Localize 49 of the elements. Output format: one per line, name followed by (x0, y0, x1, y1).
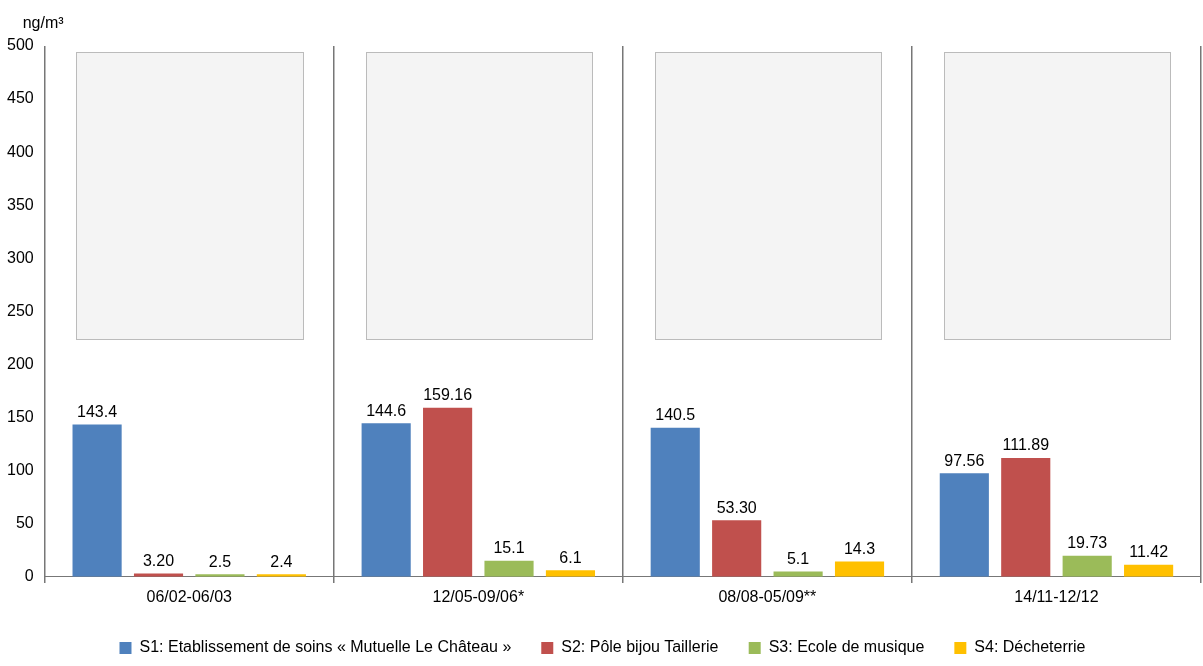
x-tick-label: 06/02-06/03 (146, 587, 233, 605)
data-label: 97.56 (944, 451, 985, 469)
x-tick-label: 14/11-12/12 (1014, 587, 1099, 605)
bar (650, 427, 700, 577)
x-tick-label: 08/08-05/09** (718, 587, 817, 605)
legend-label: S2: Pôle bijou Taillerie (561, 638, 719, 656)
bar (712, 520, 762, 577)
data-label: 19.73 (1067, 534, 1108, 552)
y-tick-label: 50 (15, 514, 34, 532)
bar (423, 407, 473, 577)
data-label: 2.5 (208, 552, 232, 570)
data-label: 6.1 (559, 548, 582, 566)
bar (545, 570, 596, 577)
y-tick-label: 150 (6, 407, 34, 425)
y-tick-label: 300 (6, 248, 34, 266)
y-axis-title: ng/m³ (22, 14, 65, 32)
bar (1001, 458, 1051, 577)
data-label: 144.6 (366, 401, 407, 419)
bar (834, 561, 885, 577)
legend-label: S3: Ecole de musique (768, 638, 925, 656)
bar (361, 423, 411, 577)
data-label: 143.4 (77, 402, 118, 420)
bar (773, 571, 823, 577)
data-label: 140.5 (655, 406, 696, 424)
data-label: 14.3 (843, 540, 876, 558)
y-tick-label: 450 (6, 89, 34, 107)
bar (484, 560, 534, 577)
data-label: 11.42 (1129, 543, 1169, 561)
data-label: 15.1 (493, 539, 525, 557)
x-tick-label: 12/05-09/06* (432, 587, 525, 605)
bar (939, 473, 989, 577)
data-label: 3.20 (142, 551, 175, 569)
y-tick-label: 250 (6, 301, 34, 319)
y-tick-label: 100 (6, 461, 34, 479)
data-label: 159.16 (423, 386, 473, 404)
data-label: 111.89 (1002, 436, 1050, 454)
bar (1124, 564, 1174, 577)
data-label: 53.30 (716, 498, 757, 516)
legend-label: S1: Etablissement de soins « Mutuelle Le Château » (139, 638, 512, 656)
bar (72, 424, 122, 577)
y-tick-label: 500 (6, 36, 34, 54)
y-tick-label: 0 (24, 567, 34, 585)
legend-label: S4: Décheterrie (974, 638, 1086, 656)
bar (1062, 555, 1112, 577)
data-label: 5.1 (786, 549, 810, 567)
y-tick-label: 400 (6, 142, 34, 160)
y-tick-label: 350 (6, 195, 34, 213)
y-tick-label: 200 (6, 354, 34, 372)
data-label: 2.4 (270, 552, 293, 570)
